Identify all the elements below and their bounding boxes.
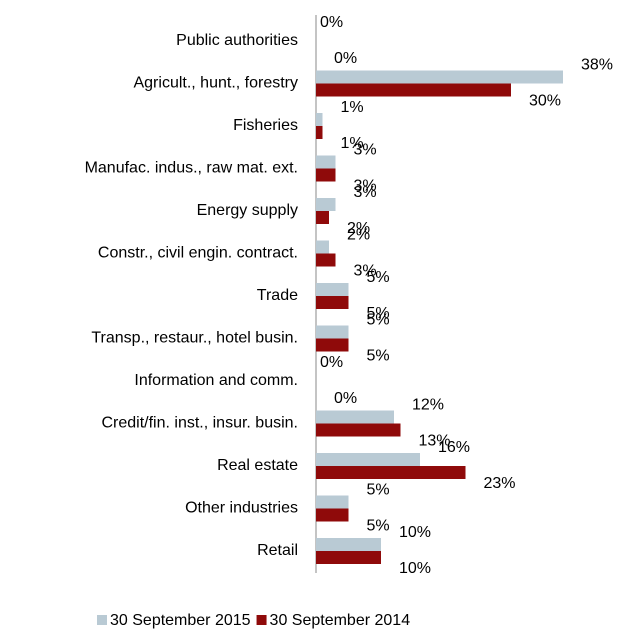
category-label: Real estate <box>217 457 298 474</box>
bar <box>316 240 329 254</box>
data-label: 3% <box>354 263 377 280</box>
data-label: 23% <box>484 475 516 492</box>
data-label: 2% <box>347 227 370 244</box>
data-label: 16% <box>438 439 470 456</box>
bar <box>316 70 563 84</box>
bar <box>316 508 349 522</box>
data-label: 5% <box>367 305 390 322</box>
category-label: Fisheries <box>233 117 298 134</box>
bar <box>316 338 349 352</box>
data-label: 5% <box>367 482 390 499</box>
category-label: Transp., restaur., hotel busin. <box>91 330 298 347</box>
bar <box>316 453 420 466</box>
bar <box>316 423 401 437</box>
category-label: Information and comm. <box>134 372 298 389</box>
data-label: 5% <box>367 269 390 286</box>
category-label: Manufac. indus., raw mat. ext. <box>85 160 298 177</box>
legend-label: 30 September 2015 <box>110 612 251 629</box>
data-label: 5% <box>367 348 390 365</box>
data-label: 0% <box>320 354 343 371</box>
data-label: 30% <box>529 93 561 110</box>
category-label: Energy supply <box>197 202 298 219</box>
legend-swatch <box>256 615 267 625</box>
category-label: Credit/fin. inst., insur. busin. <box>101 415 298 432</box>
category-label: Constr., civil engin. contract. <box>98 245 298 262</box>
category-label: Other industries <box>185 500 298 517</box>
bar <box>316 325 349 339</box>
bar <box>316 466 466 479</box>
legend-swatch <box>97 615 107 625</box>
data-label: 10% <box>399 560 431 577</box>
data-label: 3% <box>354 178 377 195</box>
category-label: Agricult., hunt., forestry <box>133 75 298 92</box>
data-label: 3% <box>354 142 377 159</box>
data-label: 5% <box>367 312 390 329</box>
data-label: 1% <box>341 135 364 152</box>
data-label: 1% <box>341 99 364 116</box>
data-label: 2% <box>347 220 370 237</box>
bar <box>316 495 349 509</box>
bar <box>316 113 323 126</box>
bar <box>316 538 381 551</box>
bar <box>316 168 336 182</box>
bar <box>316 551 381 564</box>
data-label: 3% <box>354 184 377 201</box>
bar <box>316 296 349 309</box>
bar <box>316 198 336 211</box>
bar <box>316 155 336 169</box>
bar <box>316 410 394 424</box>
data-label: 38% <box>581 57 613 74</box>
bar <box>316 211 329 224</box>
bar <box>316 83 511 97</box>
bar <box>316 126 323 139</box>
data-label: 5% <box>367 518 390 535</box>
data-label: 13% <box>419 433 451 450</box>
category-label: Trade <box>257 287 298 304</box>
bar <box>316 253 336 267</box>
data-label: 0% <box>334 50 357 67</box>
legend-label: 30 September 2014 <box>270 612 411 629</box>
category-label: Retail <box>257 542 298 559</box>
category-label: Public authorities <box>176 32 298 49</box>
data-label: 0% <box>334 390 357 407</box>
data-label: 0% <box>320 14 343 31</box>
data-label: 12% <box>412 397 444 414</box>
bar <box>316 283 349 296</box>
data-label: 10% <box>399 524 431 541</box>
